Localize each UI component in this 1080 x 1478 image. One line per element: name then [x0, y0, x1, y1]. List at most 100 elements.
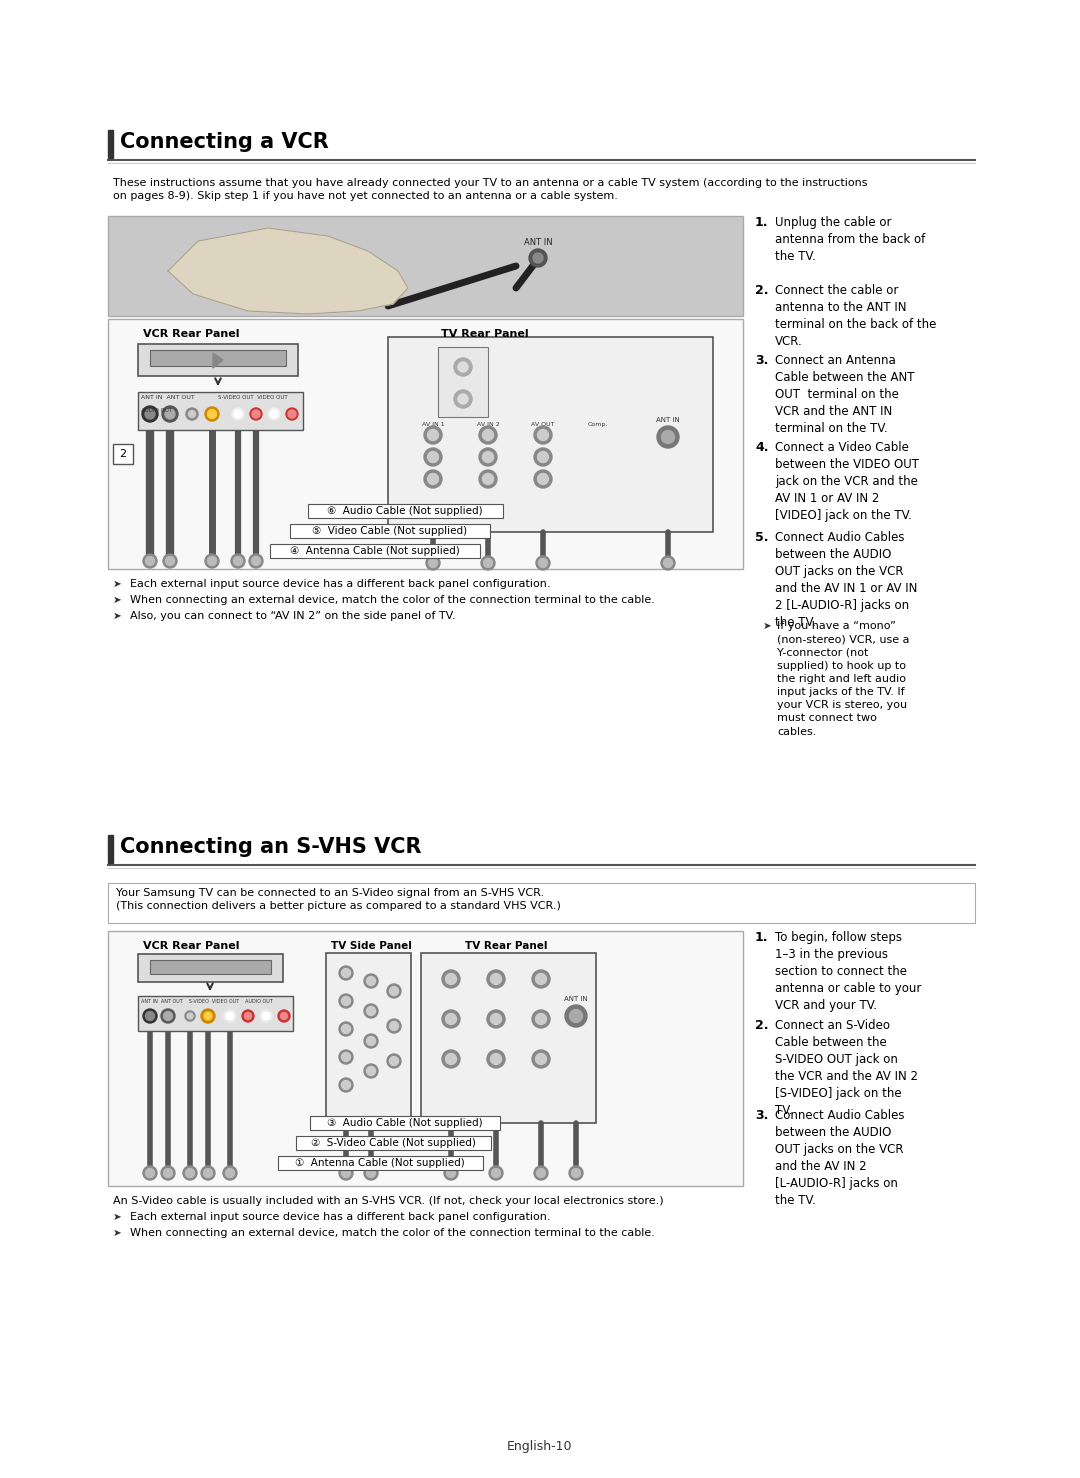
Circle shape	[446, 1014, 457, 1024]
Text: ①  Antenna Cable (Not supplied): ① Antenna Cable (Not supplied)	[295, 1157, 464, 1168]
Circle shape	[244, 1012, 252, 1020]
Circle shape	[163, 1011, 173, 1020]
Circle shape	[339, 995, 353, 1008]
Text: 3.: 3.	[755, 1108, 768, 1122]
Circle shape	[442, 1049, 460, 1069]
Text: Also, you can connect to “AV IN 2” on the side panel of TV.: Also, you can connect to “AV IN 2” on th…	[130, 610, 456, 621]
Text: Connect an S-Video
Cable between the
S-VIDEO OUT jack on
the VCR and the AV IN 2: Connect an S-Video Cable between the S-V…	[775, 1018, 918, 1117]
Text: AV IN 2: AV IN 2	[476, 423, 499, 427]
Circle shape	[146, 1169, 154, 1178]
Circle shape	[489, 1166, 503, 1179]
Circle shape	[341, 1080, 351, 1089]
Circle shape	[532, 1049, 550, 1069]
Circle shape	[249, 554, 264, 568]
Circle shape	[165, 409, 175, 418]
Bar	[310, 1116, 500, 1131]
Circle shape	[145, 409, 156, 418]
Circle shape	[538, 430, 549, 440]
Circle shape	[532, 1009, 550, 1029]
Text: ③  Audio Cable (Not supplied): ③ Audio Cable (Not supplied)	[327, 1117, 483, 1128]
Circle shape	[183, 1166, 197, 1179]
Circle shape	[366, 1067, 376, 1076]
Circle shape	[146, 1011, 154, 1020]
Text: 1.: 1.	[755, 931, 769, 944]
Circle shape	[484, 559, 492, 568]
Circle shape	[185, 1011, 195, 1021]
Circle shape	[538, 473, 549, 485]
Circle shape	[224, 1009, 237, 1021]
Circle shape	[424, 470, 442, 488]
Bar	[421, 953, 596, 1123]
Bar	[296, 1137, 491, 1150]
Circle shape	[387, 1018, 401, 1033]
Circle shape	[189, 411, 195, 417]
Circle shape	[143, 1009, 157, 1023]
Bar	[108, 835, 113, 863]
Text: 2.: 2.	[755, 284, 769, 297]
Circle shape	[249, 408, 262, 420]
Text: Connecting an S-VHS VCR: Connecting an S-VHS VCR	[120, 837, 421, 857]
Circle shape	[487, 1009, 505, 1029]
Bar	[108, 130, 113, 158]
Text: ⑤  Video Cable (Not supplied): ⑤ Video Cable (Not supplied)	[312, 526, 468, 537]
Text: 3.: 3.	[755, 355, 768, 367]
Circle shape	[444, 1166, 458, 1179]
Text: ➤: ➤	[113, 579, 122, 590]
Text: 5.: 5.	[755, 531, 769, 544]
Circle shape	[534, 253, 543, 263]
Circle shape	[480, 470, 497, 488]
Polygon shape	[213, 353, 222, 368]
Circle shape	[387, 984, 401, 998]
Text: Your Samsung TV can be connected to an S-Video signal from an S-VHS VCR.
(This c: Your Samsung TV can be connected to an S…	[116, 888, 561, 912]
Circle shape	[364, 1004, 378, 1018]
Circle shape	[442, 970, 460, 987]
Circle shape	[428, 451, 438, 463]
Text: ④  Antenna Cable (Not supplied): ④ Antenna Cable (Not supplied)	[291, 545, 460, 556]
Circle shape	[339, 1021, 353, 1036]
Text: ANT IN: ANT IN	[564, 996, 588, 1002]
Text: 2.: 2.	[755, 1018, 769, 1032]
Circle shape	[661, 430, 675, 443]
Circle shape	[366, 977, 376, 986]
Text: 1.: 1.	[755, 216, 769, 229]
Text: ⑥  Audio Cable (Not supplied): ⑥ Audio Cable (Not supplied)	[327, 505, 483, 516]
Circle shape	[387, 1054, 401, 1069]
Circle shape	[534, 448, 552, 466]
Circle shape	[480, 426, 497, 443]
Bar	[138, 996, 293, 1032]
Circle shape	[226, 1169, 234, 1178]
Circle shape	[491, 1169, 500, 1178]
Text: TV Side Panel: TV Side Panel	[330, 941, 411, 950]
Circle shape	[268, 408, 280, 420]
Circle shape	[339, 1166, 353, 1179]
Text: ②  S-Video Cable (Not supplied): ② S-Video Cable (Not supplied)	[311, 1138, 475, 1148]
Text: When connecting an external device, match the color of the connection terminal t: When connecting an external device, matc…	[130, 1228, 654, 1239]
Circle shape	[341, 996, 351, 1005]
Circle shape	[339, 967, 353, 980]
Circle shape	[429, 559, 437, 568]
Circle shape	[428, 430, 438, 440]
Bar	[138, 392, 303, 430]
Circle shape	[201, 1009, 215, 1023]
Text: These instructions assume that you have already connected your TV to an antenna : These instructions assume that you have …	[113, 177, 867, 201]
Circle shape	[483, 430, 494, 440]
Text: An S-Video cable is usually included with an S-VHS VCR. (If not, check your loca: An S-Video cable is usually included wit…	[113, 1196, 663, 1206]
Circle shape	[339, 1049, 353, 1064]
Circle shape	[536, 1014, 546, 1024]
Bar	[388, 337, 713, 532]
Circle shape	[458, 395, 468, 403]
Circle shape	[163, 1169, 173, 1178]
Text: TV Rear Panel: TV Rear Panel	[442, 330, 529, 338]
Circle shape	[569, 1166, 583, 1179]
Circle shape	[565, 1005, 588, 1027]
Text: Connecting a VCR: Connecting a VCR	[120, 132, 328, 152]
Bar	[326, 953, 411, 1123]
Circle shape	[203, 1169, 213, 1178]
Text: ANT IN: ANT IN	[524, 238, 552, 247]
Circle shape	[242, 1009, 254, 1021]
Text: If you have a “mono”
(non-stereo) VCR, use a
Y-connector (not
supplied) to hook : If you have a “mono” (non-stereo) VCR, u…	[777, 621, 909, 736]
Bar	[138, 953, 283, 981]
Circle shape	[366, 1007, 376, 1015]
Circle shape	[146, 557, 154, 566]
Text: ➤: ➤	[762, 621, 772, 631]
